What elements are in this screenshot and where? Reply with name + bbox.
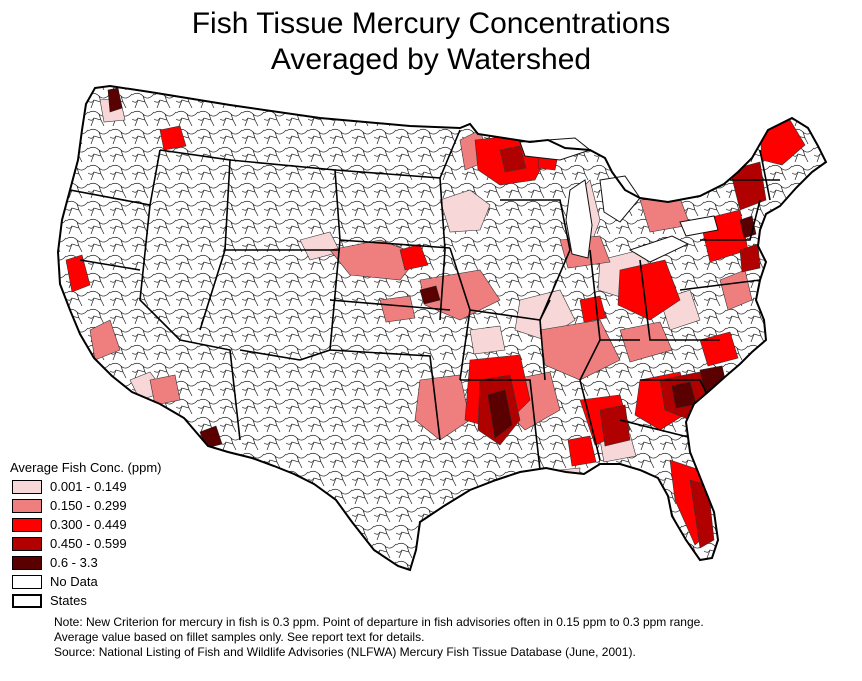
legend-label: 0.001 - 0.149: [50, 479, 127, 494]
legend-swatch: [12, 518, 42, 532]
legend-swatch: [12, 537, 42, 551]
footnote-line-2: Average value based on fillet samples on…: [54, 630, 425, 644]
legend-label: 0.300 - 0.449: [50, 517, 127, 532]
legend-label: 0.150 - 0.299: [50, 498, 127, 513]
legend-item: 0.150 - 0.299: [10, 498, 210, 517]
us-watershed-map: [56, 84, 828, 572]
legend-title: Average Fish Conc. (ppm): [10, 460, 162, 475]
legend-item: 0.6 - 3.3: [10, 555, 210, 574]
map-legend: Average Fish Conc. (ppm) 0.001 - 0.149 0.…: [10, 460, 210, 612]
legend-item: No Data: [10, 574, 210, 593]
legend-item: States: [10, 593, 210, 612]
legend-item: 0.300 - 0.449: [10, 517, 210, 536]
legend-label: 0.450 - 0.599: [50, 536, 127, 551]
legend-label: 0.6 - 3.3: [50, 555, 98, 570]
legend-swatch: [12, 499, 42, 513]
footnote-line-1: Note: New Criterion for mercury in fish …: [54, 615, 704, 629]
legend-label: States: [50, 593, 87, 608]
map-title-line-2: Averaged by Watershed: [270, 43, 592, 76]
legend-swatch: [12, 594, 42, 608]
map-title: Fish Tissue Mercury Concentrations Avera…: [0, 6, 862, 78]
legend-swatch: [12, 480, 42, 494]
map-title-line-1: Fish Tissue Mercury Concentrations: [191, 7, 671, 40]
legend-swatch: [12, 575, 42, 589]
legend-label: No Data: [50, 574, 98, 589]
footnote-line-3: Source: National Listing of Fish and Wil…: [54, 645, 636, 659]
legend-swatch: [12, 556, 42, 570]
legend-item: 0.450 - 0.599: [10, 536, 210, 555]
map-footnote: Note: New Criterion for mercury in fish …: [54, 615, 704, 660]
legend-item: 0.001 - 0.149: [10, 479, 210, 498]
